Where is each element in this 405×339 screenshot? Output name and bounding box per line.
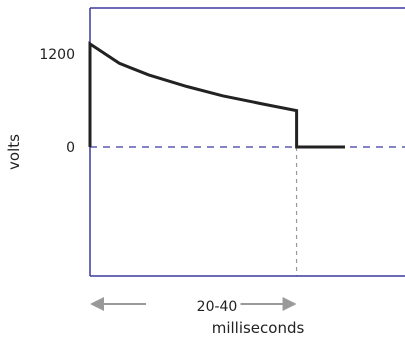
duration-label: 20-40 [197,299,238,315]
y-tick-label: 0 [66,140,75,156]
x-axis-label: milliseconds [212,319,305,337]
y-tick-label: 1200 [39,47,75,63]
voltage-line [88,41,345,149]
left-arrow-head [90,297,104,311]
plot-area: 1200 0 [39,7,405,311]
right-arrow-head [282,297,297,311]
y-axis-label: volts [5,134,23,170]
